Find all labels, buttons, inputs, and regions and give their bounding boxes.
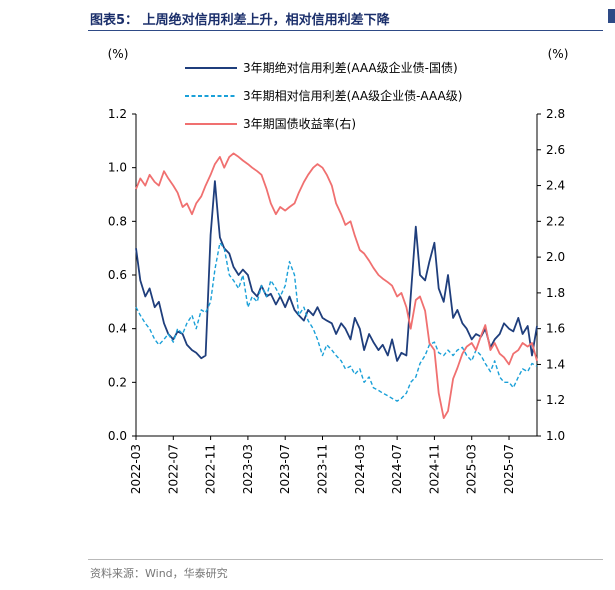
x-tick-label: 2022-03 bbox=[129, 444, 143, 494]
x-tick-label: 2024-03 bbox=[353, 444, 367, 494]
right-tick-label: 2.6 bbox=[546, 143, 565, 157]
right-tick-label: 2.0 bbox=[546, 250, 565, 264]
x-tick-label: 2022-11 bbox=[204, 444, 218, 494]
series-line-1 bbox=[135, 180, 538, 362]
x-tick-label: 2024-11 bbox=[427, 444, 441, 494]
edge-mark bbox=[608, 9, 615, 23]
right-tick-label: 2.4 bbox=[546, 179, 565, 193]
left-tick-label: 1.0 bbox=[108, 161, 127, 175]
x-tick-label: 2023-03 bbox=[241, 444, 255, 494]
x-tick-label: 2022-07 bbox=[166, 444, 180, 494]
right-tick-label: 1.2 bbox=[546, 393, 565, 407]
chart: 0.0 0.2 0.4 0.6 0.8 1.0 1.2 1.0 1.2 1.4 1.6 1.8 2.0 2… bbox=[108, 47, 569, 494]
left-tick-label: 0.6 bbox=[108, 268, 127, 282]
footer-divider bbox=[88, 559, 603, 560]
title-bar: 图表5： 上周绝对信用利差上升，相对信用利差下降 bbox=[88, 6, 603, 31]
left-tick-label: 1.2 bbox=[108, 107, 127, 121]
left-tick-label: 0.2 bbox=[108, 375, 127, 389]
right-tick-label: 1.8 bbox=[546, 286, 565, 300]
source-note: 资料来源：Wind，华泰研究 bbox=[90, 567, 228, 580]
left-tick-label: 0.8 bbox=[108, 214, 127, 228]
right-tick-label: 1.0 bbox=[546, 429, 565, 443]
x-tick-label: 2025-03 bbox=[465, 444, 479, 494]
left-tick-label: 0.4 bbox=[108, 322, 127, 336]
x-tick-label: 2024-07 bbox=[390, 444, 404, 494]
figure-title: 图表5： 上周绝对信用利差上升，相对信用利差下降 bbox=[90, 13, 390, 28]
x-tick-label: 2023-11 bbox=[316, 444, 330, 494]
x-tick-label: 2023-07 bbox=[278, 444, 292, 494]
right-tick-label: 1.6 bbox=[546, 322, 565, 336]
legend-label-2: 3年期相对信用利差(AA级企业债-AAA级) bbox=[243, 88, 462, 103]
series-line-2 bbox=[135, 242, 538, 402]
right-tick-label: 2.8 bbox=[546, 107, 565, 121]
right-axis-unit: (%) bbox=[548, 47, 569, 61]
left-tick-label: 0.0 bbox=[108, 429, 127, 443]
right-tick-label: 2.2 bbox=[546, 214, 565, 228]
legend-label-1: 3年期绝对信用利差(AAA级企业债-国债) bbox=[243, 60, 458, 75]
legend-label-3: 3年期国债收益率(右) bbox=[243, 116, 356, 131]
series-line-3 bbox=[135, 152, 538, 420]
x-tick-label: 2025-07 bbox=[502, 444, 516, 494]
right-tick-label: 1.4 bbox=[546, 357, 565, 371]
left-axis-unit: (%) bbox=[108, 47, 129, 61]
